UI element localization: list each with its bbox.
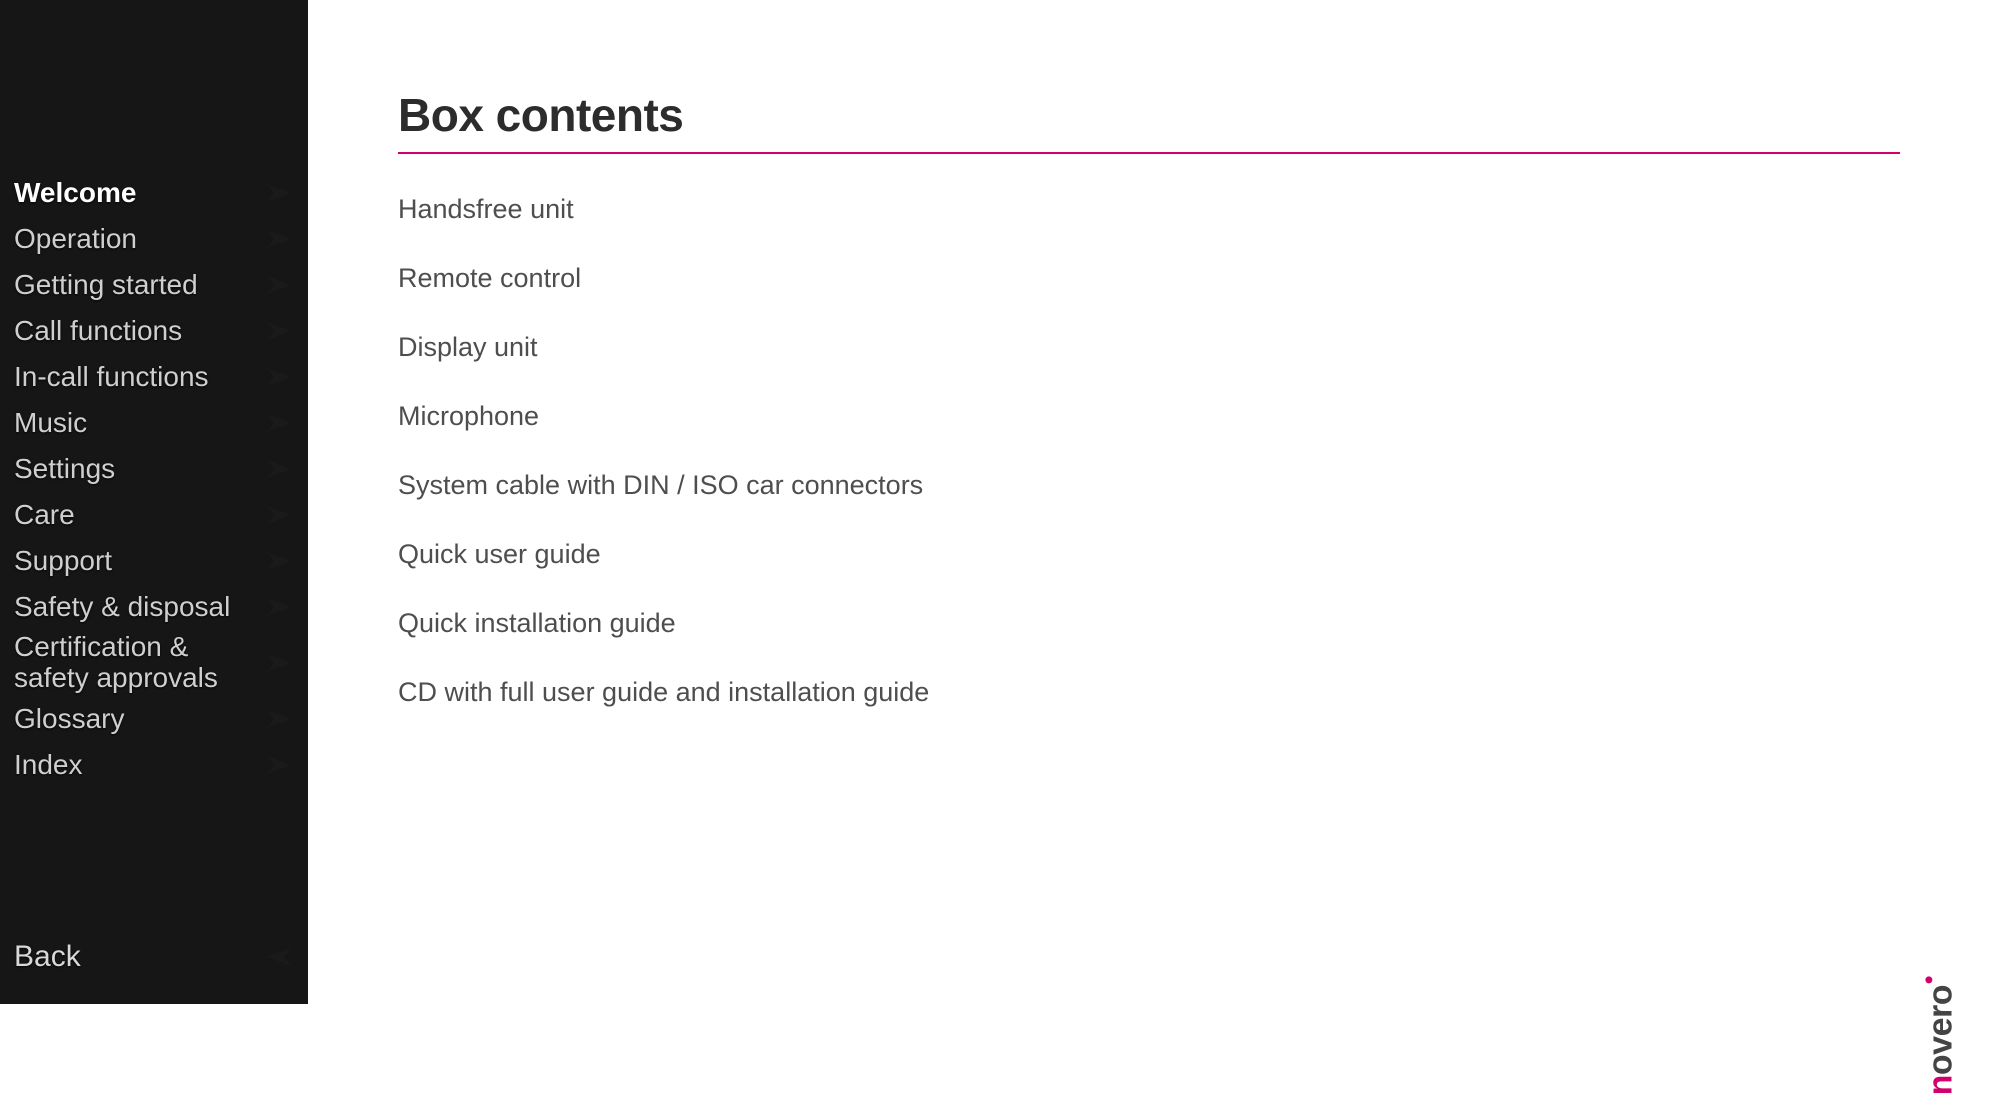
nav-label-operation: Operation [14, 223, 137, 255]
nav-label-certification: Certification & safety approvals [14, 632, 218, 694]
list-item: Quick user guide [398, 539, 1900, 570]
list-item: Quick installation guide [398, 608, 1900, 639]
logo-dot-icon [1925, 976, 1932, 983]
chevron-right-icon [264, 596, 294, 618]
list-item: Microphone [398, 401, 1900, 432]
nav-label-settings: Settings [14, 453, 115, 485]
nav-label-music: Music [14, 407, 87, 439]
chevron-right-icon [264, 458, 294, 480]
nav-item-operation[interactable]: Operation [14, 216, 294, 262]
chevron-right-icon [264, 274, 294, 296]
logo-rest: overo [1921, 985, 1959, 1075]
page-title: Box contents [398, 88, 1900, 154]
nav-label-welcome: Welcome [14, 177, 136, 209]
main-content: Box contents Handsfree unit Remote contr… [308, 0, 1990, 1004]
nav-item-certification[interactable]: Certification & safety approvals [14, 630, 294, 696]
list-item: Handsfree unit [398, 194, 1900, 225]
list-item: Remote control [398, 263, 1900, 294]
chevron-right-icon [264, 504, 294, 526]
chevron-right-icon [264, 754, 294, 776]
nav-label-glossary: Glossary [14, 703, 124, 735]
nav-label-safety-disposal: Safety & disposal [14, 591, 230, 623]
nav-item-in-call-functions[interactable]: In-call functions [14, 354, 294, 400]
nav-item-safety-disposal[interactable]: Safety & disposal [14, 584, 294, 630]
nav-label-index: Index [14, 749, 83, 781]
nav-label-call-functions: Call functions [14, 315, 182, 347]
nav-item-glossary[interactable]: Glossary [14, 696, 294, 742]
chevron-right-icon [264, 320, 294, 342]
nav-item-settings[interactable]: Settings [14, 446, 294, 492]
nav-label-care: Care [14, 499, 75, 531]
nav-list: Welcome Operation Getting started Call f… [14, 170, 294, 788]
nav-item-support[interactable]: Support [14, 538, 294, 584]
chevron-right-icon [264, 708, 294, 730]
chevron-right-icon [264, 182, 294, 204]
list-item: Display unit [398, 332, 1900, 363]
chevron-right-icon [264, 550, 294, 572]
nav-item-getting-started[interactable]: Getting started [14, 262, 294, 308]
list-item: CD with full user guide and installation… [398, 677, 1900, 708]
brand-logo: novero [1921, 976, 1960, 1095]
nav-label-getting-started: Getting started [14, 269, 198, 301]
nav-label-in-call-functions: In-call functions [14, 361, 209, 393]
nav-item-care[interactable]: Care [14, 492, 294, 538]
sidebar-nav: Welcome Operation Getting started Call f… [0, 0, 308, 1004]
chevron-right-icon [264, 366, 294, 388]
box-contents-list: Handsfree unit Remote control Display un… [398, 194, 1900, 708]
chevron-left-icon [264, 946, 294, 968]
nav-label-support: Support [14, 545, 112, 577]
chevron-right-icon [264, 412, 294, 434]
nav-item-index[interactable]: Index [14, 742, 294, 788]
nav-item-music[interactable]: Music [14, 400, 294, 446]
logo-accent-letter: n [1921, 1075, 1959, 1095]
chevron-right-icon [264, 652, 294, 674]
nav-item-welcome[interactable]: Welcome [14, 170, 294, 216]
list-item: System cable with DIN / ISO car connecto… [398, 470, 1900, 501]
back-label: Back [14, 940, 81, 975]
back-button[interactable]: Back [14, 940, 294, 975]
chevron-right-icon [264, 228, 294, 250]
nav-item-call-functions[interactable]: Call functions [14, 308, 294, 354]
